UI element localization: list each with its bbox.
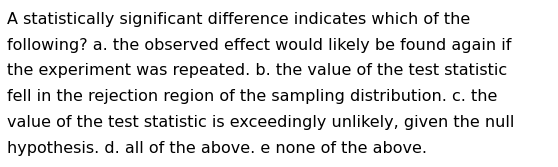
Text: following? a. the observed effect would likely be found again if: following? a. the observed effect would …: [7, 38, 511, 53]
Text: A statistically significant difference indicates which of the: A statistically significant difference i…: [7, 12, 470, 27]
Text: the experiment was repeated. b. the value of the test statistic: the experiment was repeated. b. the valu…: [7, 63, 507, 78]
Text: value of the test statistic is exceedingly unlikely, given the null: value of the test statistic is exceeding…: [7, 115, 514, 130]
Text: hypothesis. d. all of the above. e none of the above.: hypothesis. d. all of the above. e none …: [7, 141, 427, 156]
Text: fell in the rejection region of the sampling distribution. c. the: fell in the rejection region of the samp…: [7, 89, 497, 104]
